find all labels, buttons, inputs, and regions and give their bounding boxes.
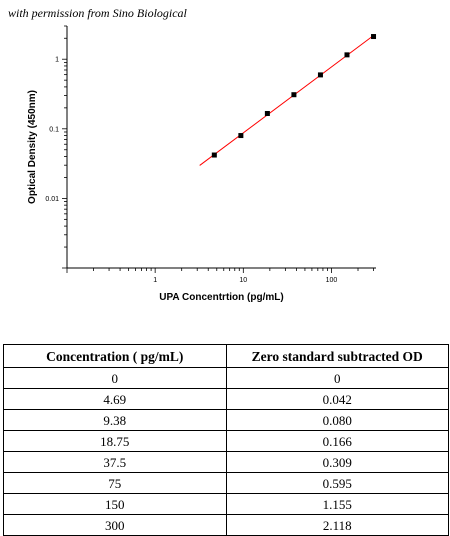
table-row: 300 2.118 bbox=[3, 514, 449, 536]
table-row: 150 1.155 bbox=[3, 493, 449, 515]
data-point bbox=[371, 34, 377, 40]
y-axis-label: Optical Density (450nm) bbox=[27, 90, 38, 204]
column-header-od: Zero standard subtracted OD bbox=[225, 344, 449, 368]
column-header-concentration: Concentration ( pg/mL) bbox=[3, 344, 227, 368]
x-tick-label: 10 bbox=[239, 277, 247, 284]
table-row: 18.75 0.166 bbox=[3, 430, 449, 452]
od-cell: 0.309 bbox=[225, 451, 449, 473]
table-header-row: Concentration ( pg/mL) Zero standard sub… bbox=[3, 344, 449, 368]
data-point bbox=[264, 110, 270, 116]
od-cell: 0.595 bbox=[225, 472, 449, 494]
data-point bbox=[344, 52, 350, 58]
data-point bbox=[238, 133, 244, 139]
data-point bbox=[291, 92, 297, 98]
standard-data-table: Concentration ( pg/mL) Zero standard sub… bbox=[3, 344, 449, 536]
od-cell: 1.155 bbox=[225, 493, 449, 515]
od-cell: 0.080 bbox=[225, 409, 449, 431]
od-cell: 2.118 bbox=[225, 514, 449, 536]
permission-note: with permission from Sino Biological bbox=[8, 6, 187, 20]
x-axis-label: UPA Concentrtion (pg/mL) bbox=[159, 292, 283, 303]
y-tick-label: 0.01 bbox=[45, 196, 59, 203]
concentration-cell: 37.5 bbox=[3, 451, 227, 473]
concentration-cell: 18.75 bbox=[3, 430, 227, 452]
data-point bbox=[211, 152, 217, 158]
concentration-cell: 9.38 bbox=[3, 409, 227, 431]
y-tick-label: 0.1 bbox=[49, 126, 59, 133]
x-tick-label: 1 bbox=[153, 277, 157, 284]
concentration-cell: 300 bbox=[3, 514, 227, 536]
od-cell: 0.166 bbox=[225, 430, 449, 452]
od-cell: 0 bbox=[225, 367, 449, 389]
data-points bbox=[211, 34, 377, 158]
concentration-cell: 150 bbox=[3, 493, 227, 515]
table-row: 9.38 0.080 bbox=[3, 409, 449, 431]
y-tick-label: 1 bbox=[55, 57, 59, 64]
data-point bbox=[317, 72, 323, 78]
chart-axes: 1 10 100 0.01 0.1 1 bbox=[45, 25, 376, 284]
concentration-cell: 75 bbox=[3, 472, 227, 494]
table-row: 37.5 0.309 bbox=[3, 451, 449, 473]
od-cell: 0.042 bbox=[225, 388, 449, 410]
concentration-cell: 4.69 bbox=[3, 388, 227, 410]
x-tick-label: 100 bbox=[326, 277, 338, 284]
table-row: 75 0.595 bbox=[3, 472, 449, 494]
table-row: 4.69 0.042 bbox=[3, 388, 449, 410]
concentration-cell: 0 bbox=[3, 367, 227, 389]
